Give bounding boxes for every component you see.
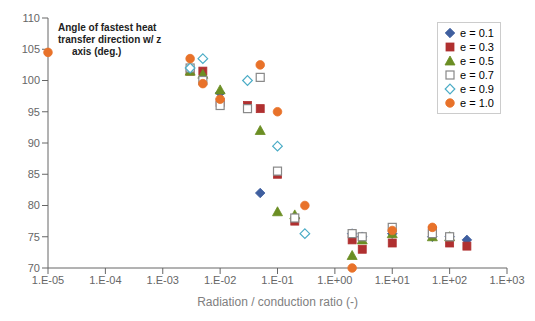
html-text:e = 1.0: e = 1.0 <box>460 97 494 109</box>
html-text:e = 0.5: e = 0.5 <box>460 55 494 67</box>
svg-text:1.E-04: 1.E-04 <box>89 274 121 286</box>
svg-text:1.E-01: 1.E-01 <box>261 274 293 286</box>
svg-text:1.E+00: 1.E+00 <box>317 274 352 286</box>
svg-text:1.E-05: 1.E-05 <box>32 274 64 286</box>
html-text:e = 0.7: e = 0.7 <box>460 69 494 81</box>
svg-text:90: 90 <box>28 137 40 149</box>
svg-text:80: 80 <box>28 199 40 211</box>
svg-text:110: 110 <box>22 12 40 24</box>
svg-text:1.E+02: 1.E+02 <box>432 274 467 286</box>
svg-text:1.E+01: 1.E+01 <box>375 274 410 286</box>
svg-text:95: 95 <box>28 106 40 118</box>
svg-text:100: 100 <box>22 74 40 86</box>
html-text:e = 0.9: e = 0.9 <box>460 83 494 95</box>
svg-text:1.E-03: 1.E-03 <box>147 274 179 286</box>
html-text:Angle of fastest heat transfer: Angle of fastest heat transfer direction… <box>58 22 162 57</box>
html-text:e = 0.1: e = 0.1 <box>460 27 494 39</box>
html-text:e = 0.3: e = 0.3 <box>460 41 494 53</box>
svg-text:105: 105 <box>22 43 40 55</box>
svg-text:75: 75 <box>28 231 40 243</box>
svg-text:Radiation / conduction ratio (: Radiation / conduction ratio (-) <box>197 295 358 309</box>
svg-text:1.E+03: 1.E+03 <box>489 274 524 286</box>
svg-text:85: 85 <box>28 168 40 180</box>
svg-text:1.E-02: 1.E-02 <box>204 274 236 286</box>
svg-text:70: 70 <box>28 262 40 274</box>
